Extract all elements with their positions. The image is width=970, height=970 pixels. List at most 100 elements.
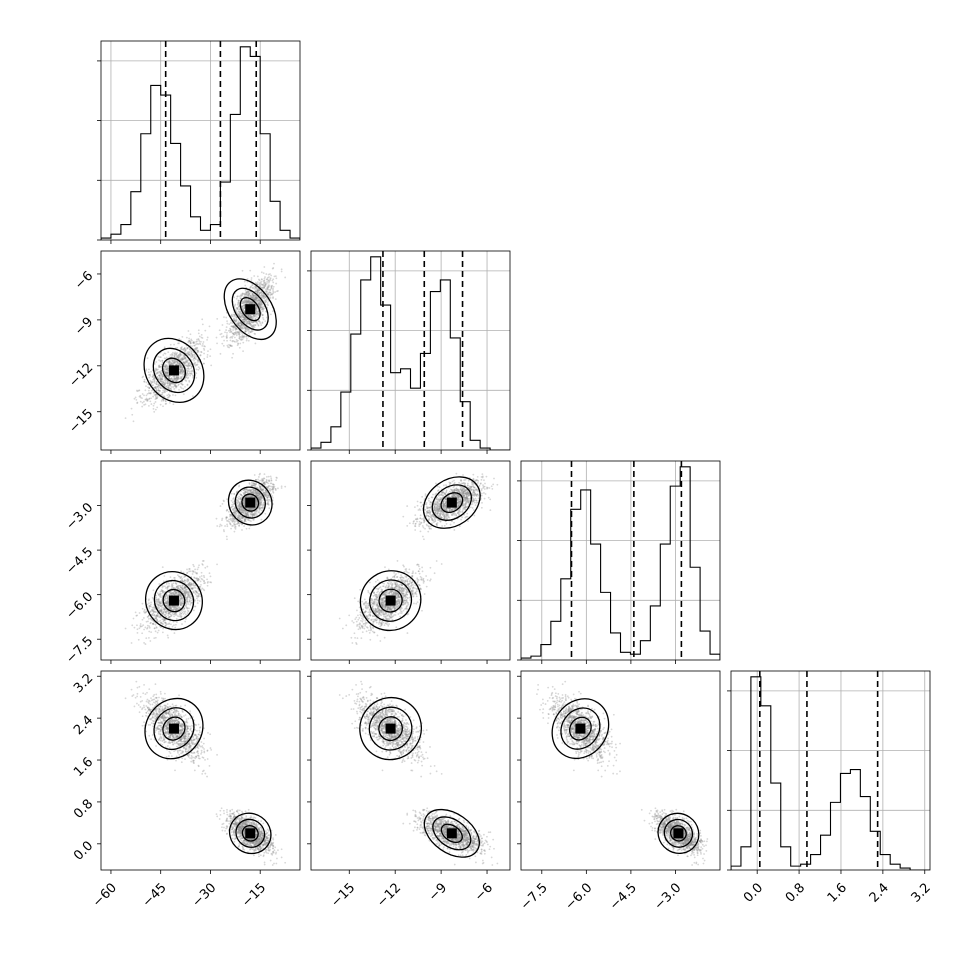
sample-point: [226, 523, 228, 526]
sample-point: [167, 375, 170, 378]
sample-point: [161, 378, 164, 381]
sample-point: [233, 336, 236, 339]
sample-point: [186, 580, 189, 583]
sample-point: [226, 538, 228, 541]
sample-point: [186, 597, 189, 600]
sample-point: [166, 599, 169, 602]
sample-point: [253, 298, 256, 301]
sample-point: [231, 337, 234, 339]
sample-point: [162, 391, 165, 394]
sample-point: [254, 308, 257, 311]
sample-point: [179, 577, 182, 580]
sample-point: [234, 328, 237, 330]
sample-point: [256, 315, 258, 317]
sample-point: [194, 593, 197, 595]
sample-point: [196, 347, 199, 349]
sample-point: [240, 339, 243, 341]
sample-point: [180, 364, 183, 367]
sample-point: [253, 297, 256, 299]
sample-point: [171, 362, 174, 365]
sample-point: [143, 608, 146, 611]
sample-point: [237, 312, 239, 315]
sample-point: [166, 372, 169, 375]
sample-point: [251, 283, 254, 286]
sample-point: [172, 403, 175, 406]
sample-point: [269, 279, 271, 282]
sample-point: [182, 349, 185, 352]
sample-point: [266, 486, 269, 489]
sample-point: [192, 376, 194, 379]
sample-point: [256, 291, 258, 294]
sample-point: [165, 600, 167, 603]
sample-point: [184, 581, 187, 584]
sample-point: [238, 324, 241, 327]
sample-point: [242, 318, 245, 321]
sample-point: [165, 601, 168, 604]
sample-point: [161, 602, 164, 604]
sample-point: [155, 361, 158, 363]
sample-point: [139, 623, 142, 625]
sample-point: [153, 363, 156, 365]
sample-point: [165, 611, 167, 614]
sample-point: [186, 377, 189, 380]
sample-point: [243, 295, 246, 298]
sample-point: [174, 607, 177, 610]
sample-point: [180, 610, 183, 612]
sample-point: [153, 627, 156, 630]
sample-point: [271, 483, 274, 486]
sample-point: [203, 357, 206, 360]
sample-point: [257, 289, 260, 292]
sample-point: [261, 283, 264, 286]
sample-point: [181, 587, 183, 589]
sample-point: [261, 286, 264, 289]
sample-point: [258, 289, 261, 292]
sample-point: [258, 298, 261, 301]
sample-point: [233, 319, 235, 322]
sample-point: [168, 377, 171, 380]
sample-point: [165, 378, 168, 381]
sample-point: [268, 480, 271, 483]
sample-point: [179, 365, 182, 368]
sample-point: [164, 613, 166, 616]
sample-point: [181, 579, 184, 582]
sample-point: [197, 366, 200, 368]
sample-point: [166, 371, 169, 374]
sample-point: [235, 322, 238, 325]
sample-point: [235, 320, 237, 322]
sample-point: [154, 370, 157, 373]
sample-point: [189, 341, 192, 344]
sample-point: [222, 335, 225, 338]
sample-point: [186, 364, 189, 367]
sample-point: [164, 587, 167, 589]
sample-point: [242, 300, 244, 303]
sample-point: [165, 379, 167, 382]
sample-point: [242, 316, 245, 319]
sample-point: [196, 602, 199, 604]
sample-point: [232, 339, 234, 342]
sample-point: [152, 610, 155, 612]
sample-point: [186, 371, 189, 374]
sample-point: [161, 375, 164, 378]
sample-point: [180, 597, 183, 600]
sample-point: [266, 286, 269, 288]
sample-point: [241, 509, 244, 512]
sample-point: [251, 296, 254, 299]
sample-point: [165, 382, 167, 384]
sample-point: [250, 301, 253, 304]
sample-point: [176, 375, 179, 378]
sample-point: [162, 383, 165, 386]
sample-point: [173, 613, 175, 616]
sample-point: [183, 361, 186, 364]
sample-point: [249, 286, 252, 289]
sample-point: [148, 607, 151, 610]
sample-point: [159, 378, 162, 381]
sample-point: [258, 292, 261, 295]
sample-point: [175, 592, 178, 594]
sample-point: [192, 591, 195, 594]
sample-point: [170, 363, 173, 366]
sample-point: [170, 354, 173, 356]
sample-point: [261, 303, 263, 306]
sample-point: [193, 576, 196, 579]
sample-point: [235, 297, 238, 300]
sample-point: [235, 327, 238, 330]
